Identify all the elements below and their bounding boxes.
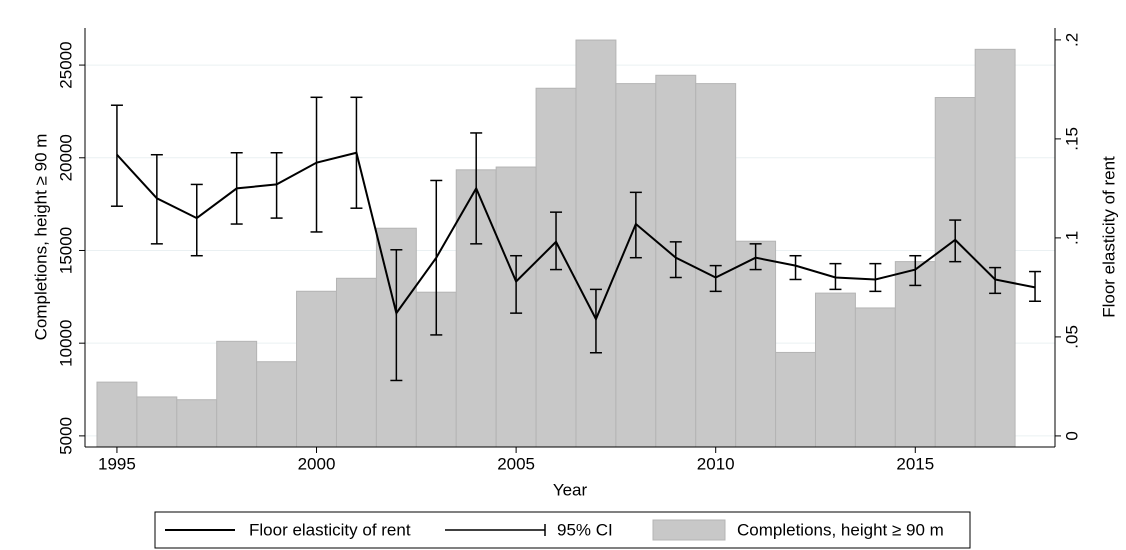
- bar: [775, 351, 816, 448]
- y2-tick-label: .1: [1062, 231, 1081, 245]
- bar: [934, 97, 976, 448]
- y-tick-label: 20000: [56, 134, 75, 181]
- error-bar: [869, 262, 882, 293]
- bar: [176, 399, 218, 448]
- legend-swatch: [652, 519, 726, 541]
- y2-tick-label: 0: [1062, 431, 1081, 440]
- legend-label: Completions, height ≥ 90 m: [737, 520, 944, 539]
- y2-tick-label: .2: [1062, 33, 1081, 47]
- y-tick-label: 15000: [56, 227, 75, 274]
- error-bar: [150, 153, 163, 245]
- y-tick-label: 25000: [56, 41, 75, 88]
- error-bar: [749, 243, 762, 271]
- error-bar: [949, 219, 962, 263]
- bar: [814, 292, 856, 448]
- bar: [256, 361, 298, 448]
- error-bar: [190, 183, 203, 257]
- error-bar: [550, 211, 563, 271]
- error-bar: [789, 254, 802, 281]
- legend-label: Floor elasticity of rent: [249, 520, 411, 539]
- error-bar: [270, 151, 283, 219]
- error-bar: [390, 249, 403, 382]
- error-bar: [1029, 270, 1042, 303]
- error-bar: [310, 96, 323, 233]
- bar: [335, 277, 377, 448]
- x-tick-label: 2005: [497, 454, 535, 473]
- error-bar: [589, 288, 602, 354]
- error-bar: [829, 262, 842, 291]
- y2-tick-label: .15: [1062, 127, 1081, 151]
- error-bar: [110, 104, 123, 207]
- x-tick-label: 2010: [697, 454, 735, 473]
- bar: [136, 396, 178, 448]
- error-bar: [669, 241, 682, 279]
- legend-box: [154, 511, 971, 549]
- bar: [575, 39, 617, 448]
- y-tick-label: 10000: [56, 320, 75, 367]
- error-bar: [909, 254, 922, 287]
- x-tick-label: 1995: [98, 454, 136, 473]
- bar: [615, 83, 657, 448]
- y-tick-label: 5000: [56, 417, 75, 455]
- x-tick-label: 2015: [896, 454, 934, 473]
- bar: [974, 48, 1016, 448]
- legend-label: 95% CI: [557, 520, 613, 539]
- bar: [296, 290, 337, 448]
- error-bar: [709, 264, 722, 293]
- y2-axis-label: Floor elasticity of rent: [1099, 156, 1118, 318]
- bar: [894, 261, 936, 448]
- error-bar: [470, 132, 483, 245]
- error-bar: [510, 254, 523, 314]
- error-bar: [350, 96, 363, 209]
- error-bar: [430, 179, 443, 336]
- bar: [854, 307, 896, 448]
- x-tick-label: 2000: [298, 454, 336, 473]
- y2-tick-label: .05: [1062, 325, 1081, 349]
- bar: [735, 240, 777, 448]
- error-bar: [629, 191, 642, 259]
- line: [116, 151, 1036, 322]
- bar: [216, 340, 258, 448]
- bar: [96, 381, 138, 448]
- y-axis-label: Completions, height ≥ 90 m: [31, 134, 50, 341]
- error-bar: [230, 151, 243, 225]
- error-bar: [989, 266, 1002, 295]
- x-axis-label: Year: [553, 480, 588, 499]
